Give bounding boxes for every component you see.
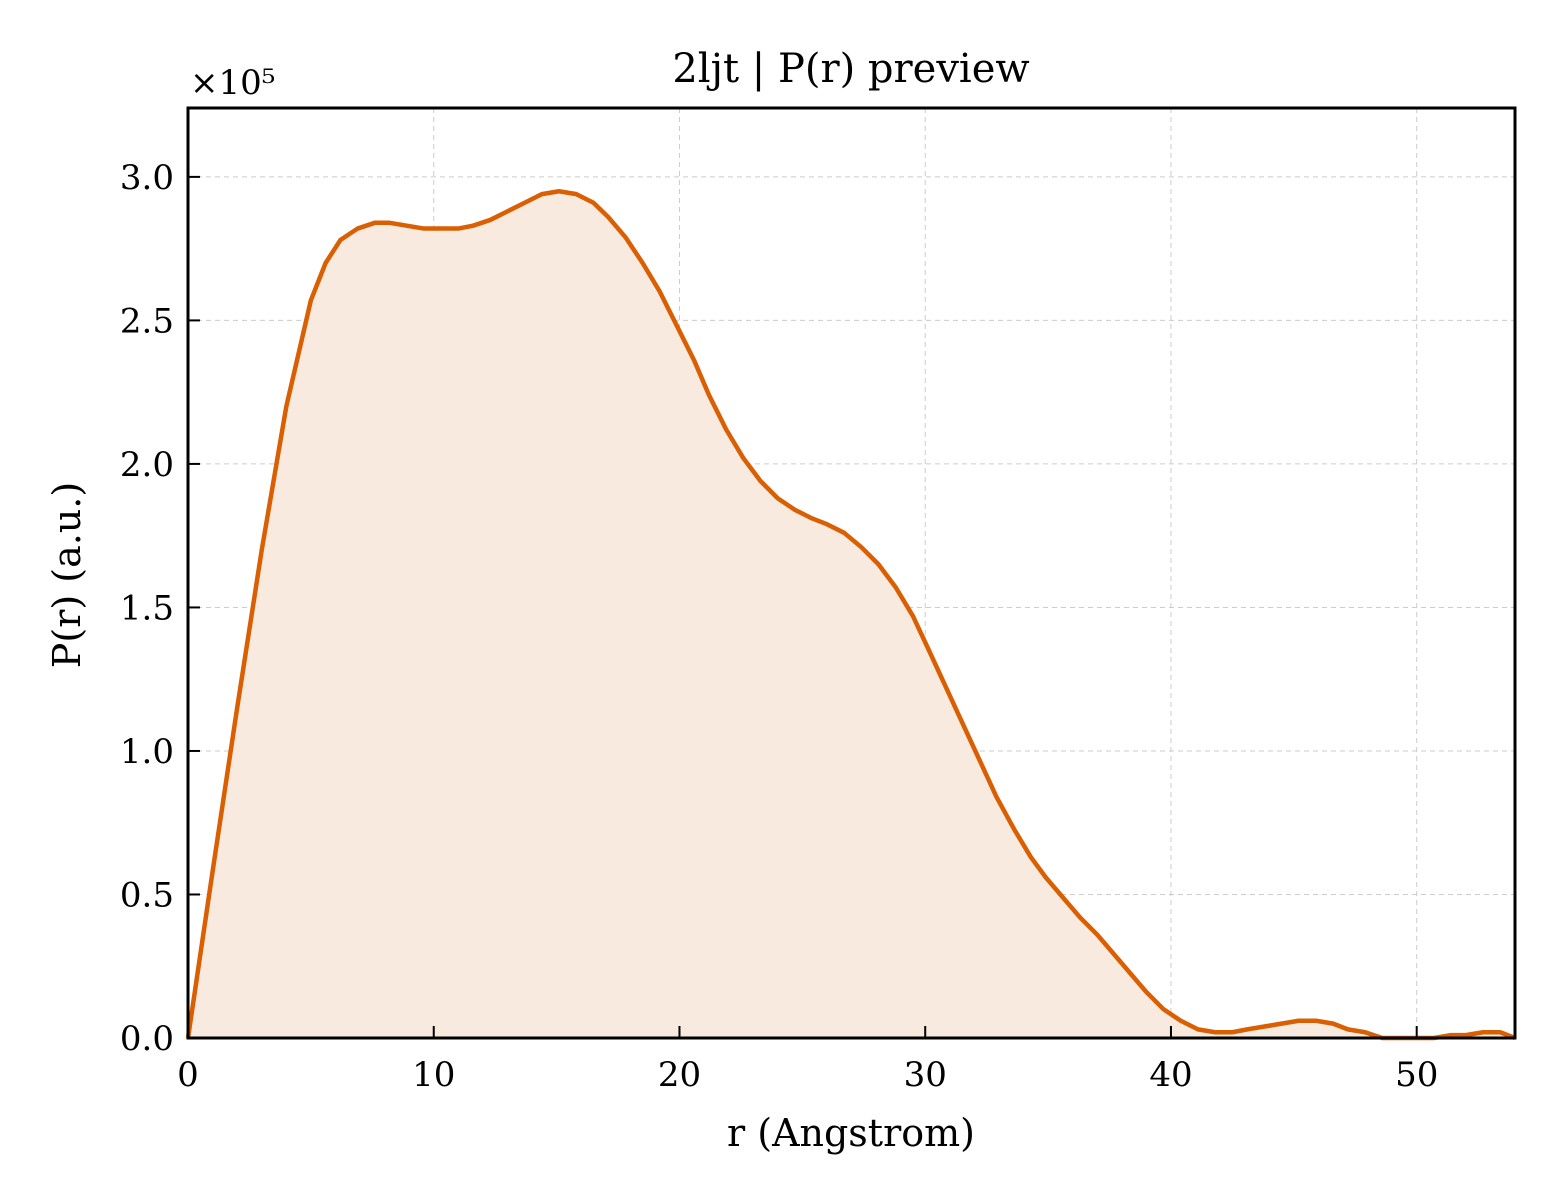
y-scale-multiplier: ×10⁵ [190, 63, 275, 103]
y-tick-label: 1.0 [120, 732, 174, 772]
x-axis-label: r (Angstrom) [727, 1111, 975, 1155]
y-tick-label: 2.5 [120, 301, 174, 341]
y-tick-label: 1.5 [120, 588, 174, 628]
y-tick-label: 0.5 [120, 875, 174, 915]
y-tick-label: 0.0 [120, 1019, 174, 1059]
x-tick-label: 0 [177, 1055, 199, 1095]
y-axis-label: P(r) (a.u.) [45, 482, 89, 668]
pr-area-fill [188, 191, 1515, 1039]
x-tick-label: 40 [1149, 1055, 1192, 1095]
pr-series-line [185, 188, 1516, 1041]
y-tick-label: 2.0 [120, 445, 174, 485]
x-tick-label: 20 [658, 1055, 701, 1095]
y-tick-label: 3.0 [120, 158, 174, 198]
x-tick-label: 30 [904, 1055, 947, 1095]
plot-frame [186, 106, 1517, 1040]
x-tick-label: 50 [1395, 1055, 1438, 1095]
chart-title: 2ljt | P(r) preview [672, 46, 1029, 92]
ticks-layer: 0 10 20 30 40 50 0.0 0.5 1.0 1.5 2.0 2.5 3.0 [120, 158, 1438, 1095]
x-tick-label: 10 [412, 1055, 455, 1095]
